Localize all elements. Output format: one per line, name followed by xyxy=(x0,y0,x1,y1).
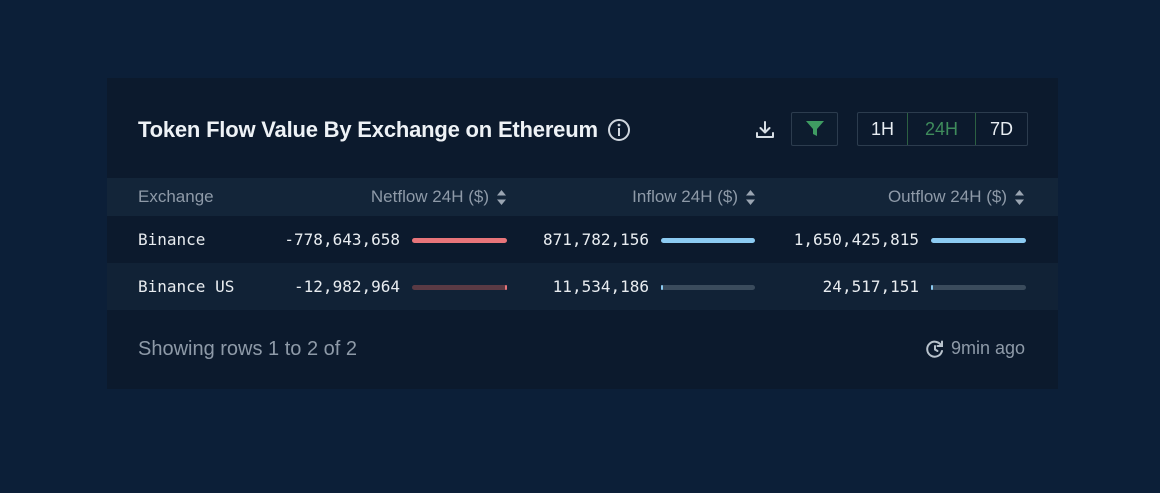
netflow-bar xyxy=(412,238,507,243)
exchange-name: Binance US xyxy=(138,277,235,296)
table-row[interactable]: Binance -778,643,658 871,782,156 1,650,4… xyxy=(107,216,1058,263)
table-header: Exchange Netflow 24H ($) Inflow 24H ($) … xyxy=(107,178,1058,216)
exchange-name: Binance xyxy=(138,230,206,249)
sort-icon[interactable] xyxy=(745,189,756,206)
widget-header: Token Flow Value By Exchange on Ethereum xyxy=(107,78,1058,178)
range-1h-button[interactable]: 1H xyxy=(858,113,908,145)
column-header-outflow[interactable]: Outflow 24H ($) xyxy=(888,178,1025,216)
download-icon[interactable] xyxy=(753,118,777,142)
filter-icon xyxy=(805,121,824,136)
widget-title: Token Flow Value By Exchange on Ethereum xyxy=(138,117,598,142)
last-updated-text: 9min ago xyxy=(950,338,1025,358)
outflow-bar xyxy=(931,238,1026,243)
time-range-selector: 1H 24H 7D xyxy=(857,112,1028,146)
range-7d-button[interactable]: 7D xyxy=(989,119,1013,139)
filter-button[interactable] xyxy=(791,112,838,146)
outflow-value: 24,517,151 xyxy=(822,277,919,296)
sort-icon[interactable] xyxy=(1014,189,1025,206)
column-header-exchange: Exchange xyxy=(138,187,214,206)
inflow-bar xyxy=(661,238,755,243)
sort-icon[interactable] xyxy=(496,189,507,206)
inflow-value: 11,534,186 xyxy=(552,277,649,296)
outflow-value: 1,650,425,815 xyxy=(793,230,919,249)
token-flow-widget: Token Flow Value By Exchange on Ethereum xyxy=(107,78,1058,389)
netflow-bar xyxy=(412,285,507,290)
info-icon[interactable] xyxy=(607,118,631,142)
table-row[interactable]: Binance US -12,982,964 11,534,186 24,517… xyxy=(107,263,1058,310)
range-24h-button[interactable]: 24H xyxy=(907,113,976,145)
column-header-inflow[interactable]: Inflow 24H ($) xyxy=(632,178,756,216)
outflow-bar xyxy=(931,285,1026,290)
rows-count-text: Showing rows 1 to 2 of 2 xyxy=(138,338,358,360)
inflow-value: 871,782,156 xyxy=(543,230,649,249)
refresh-icon[interactable] xyxy=(925,339,945,359)
inflow-bar xyxy=(661,285,755,290)
last-updated[interactable]: 9min ago xyxy=(925,338,1025,359)
netflow-value: -778,643,658 xyxy=(284,230,400,249)
column-header-netflow[interactable]: Netflow 24H ($) xyxy=(371,178,507,216)
netflow-value: -12,982,964 xyxy=(294,277,400,296)
